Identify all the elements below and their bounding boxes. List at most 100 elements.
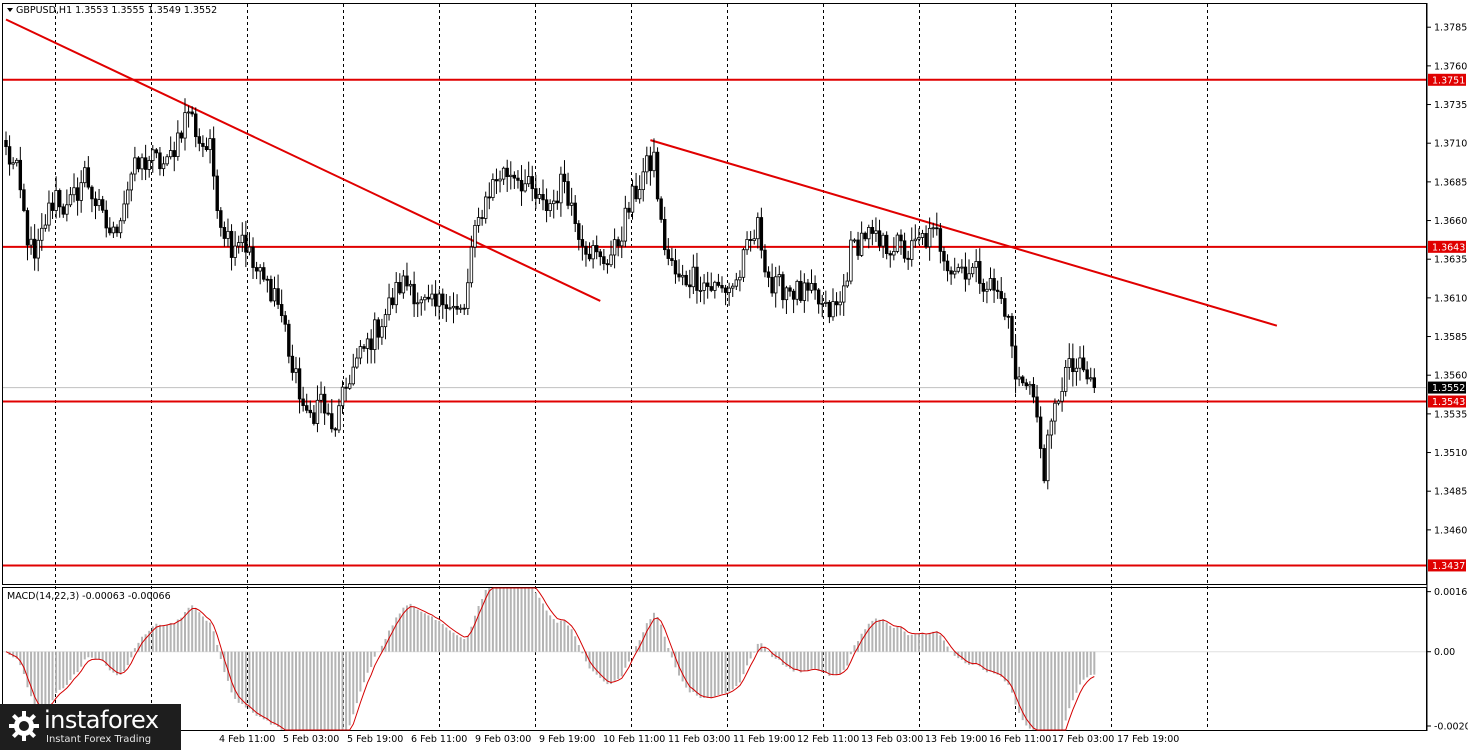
candle-body [1042, 448, 1046, 482]
candle-body [297, 368, 302, 400]
candle-body [849, 239, 853, 282]
candle-body [788, 287, 792, 292]
candle-body [222, 227, 227, 239]
candle-body [723, 287, 728, 293]
candle-body [405, 275, 409, 287]
price-tick-label: 1.3735 [1434, 100, 1467, 111]
candle-body [186, 111, 191, 114]
candle-body [684, 274, 688, 286]
candle-body [387, 297, 391, 316]
candle-body [86, 167, 91, 188]
vertical-grid [55, 4, 1208, 730]
time-tick-label: 17 Feb 19:00 [1117, 734, 1179, 745]
candle-body [197, 136, 202, 144]
candle-body [680, 274, 685, 278]
candle-body [172, 150, 176, 158]
candle-body [1024, 382, 1028, 387]
trendlines [5, 18, 1278, 327]
candle-body [362, 346, 366, 349]
candle-body [154, 149, 159, 154]
candle-body [691, 266, 696, 288]
candle-body [122, 203, 126, 222]
candle-body [1031, 383, 1036, 398]
candle-body [215, 175, 219, 212]
candle-body [799, 280, 803, 301]
candle-body [766, 271, 771, 278]
candle-body [612, 239, 617, 256]
candle-body [602, 256, 606, 265]
candle-body [4, 140, 8, 148]
candle-body [981, 282, 986, 292]
candle-body [1060, 390, 1064, 402]
candle-body [40, 227, 44, 241]
candle-body [226, 230, 230, 239]
level-price-label: 1.3437 [1432, 561, 1465, 572]
candle-body [774, 276, 778, 294]
price-axis: 1.3785 1.3760 1.3735 1.3710 1.3685 1.3660 1.36… [1427, 23, 1467, 536]
candle-body [276, 288, 280, 305]
time-tick-label: 13 Feb 03:00 [861, 734, 923, 745]
candle-body [716, 281, 721, 286]
price-tick-label: 1.3585 [1434, 332, 1467, 343]
candle-body [852, 239, 857, 242]
candle-body [920, 233, 925, 238]
candle-body [587, 253, 592, 260]
candle-body [494, 179, 499, 182]
candle-body [562, 173, 567, 182]
candle-body [369, 338, 373, 350]
candle-body [523, 183, 527, 192]
candle-body [573, 202, 577, 224]
candle-body [426, 296, 431, 300]
macd-indicator [3, 587, 1426, 731]
candle-body [100, 199, 105, 211]
candle-body [884, 234, 889, 254]
candle-body [892, 251, 896, 256]
candle-body [559, 173, 563, 204]
candle-body [645, 155, 649, 173]
macd-tick-label: 0.00 [1434, 647, 1455, 658]
candle-body [648, 155, 653, 172]
candle-body [931, 227, 935, 230]
candle-body [43, 224, 48, 229]
candle-body [136, 157, 141, 170]
candle-body [999, 291, 1003, 299]
candle-body [305, 405, 309, 411]
candle-body [1017, 376, 1021, 380]
candle-body [22, 189, 26, 211]
candle-body [408, 283, 413, 287]
candle-body [530, 176, 534, 190]
candle-body [526, 176, 531, 185]
candle-body [659, 198, 663, 220]
candle-body [688, 284, 692, 288]
candle-body [104, 209, 108, 229]
candle-body [1049, 420, 1054, 436]
candle-body [269, 279, 273, 302]
candle-body [233, 245, 237, 258]
candle-body [265, 278, 270, 281]
candle-body [720, 285, 724, 289]
candle-body [68, 194, 73, 206]
candle-body [1053, 402, 1057, 422]
candle-body [383, 314, 388, 328]
candle-body [451, 305, 456, 309]
candle-body [333, 428, 338, 431]
candle-body [126, 189, 130, 205]
candle-body [229, 230, 234, 258]
candle-body [254, 267, 259, 272]
candle-body [820, 303, 824, 305]
price-tick-label: 1.3460 [1434, 525, 1467, 536]
candle-body [509, 174, 513, 178]
candle-body [308, 409, 312, 414]
candle-body [108, 227, 112, 234]
time-tick-label: 9 Feb 03:00 [475, 734, 531, 745]
candle-body [845, 280, 849, 287]
candle-body [312, 412, 316, 424]
candle-body [978, 261, 982, 284]
trendline [650, 139, 1278, 327]
candle-body [652, 151, 656, 172]
candle-body [484, 196, 488, 219]
candle-body [1003, 298, 1007, 317]
time-tick-label: 17 Feb 03:00 [1052, 734, 1114, 745]
symbol-dropdown-icon[interactable] [7, 8, 13, 12]
